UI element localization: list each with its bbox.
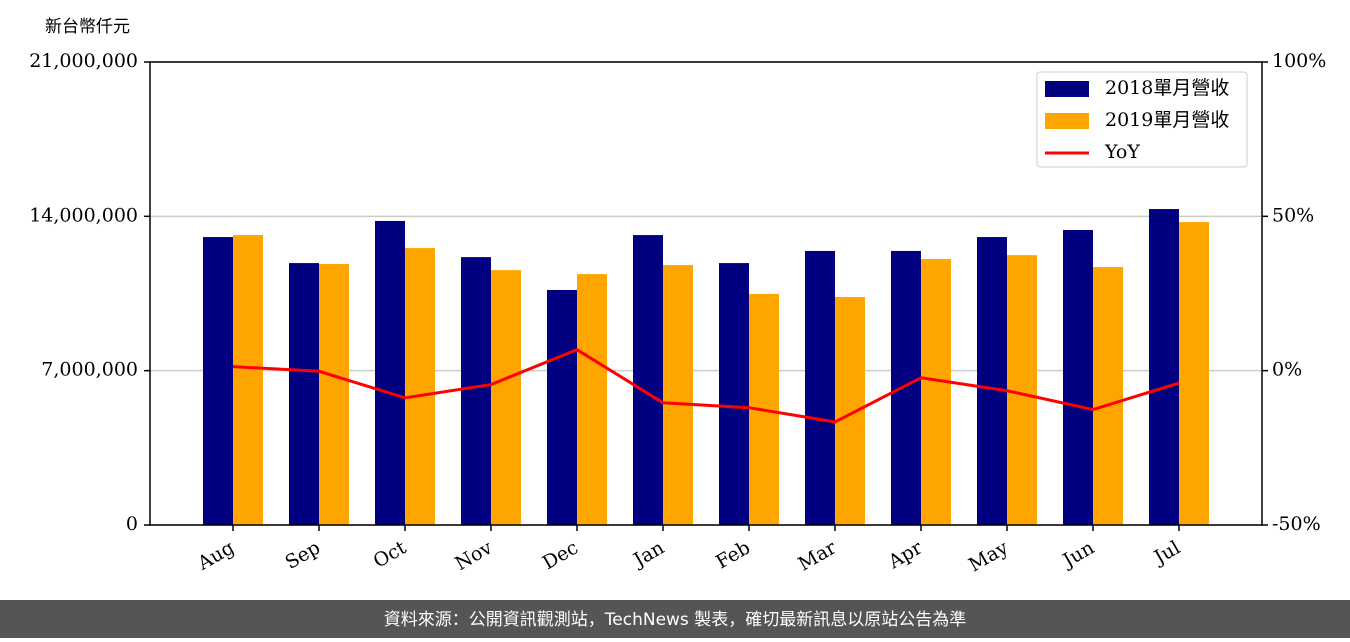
legend-swatch: [1045, 113, 1089, 129]
bar: [233, 235, 263, 526]
bar: [633, 235, 663, 526]
y-tick-label: 0: [126, 513, 138, 535]
legend-label: YoY: [1104, 141, 1140, 163]
bar: [1179, 222, 1209, 525]
bar: [203, 237, 233, 525]
y-tick-label: 7,000,000: [41, 359, 138, 381]
plot-frame: [149, 61, 1263, 526]
bar: [1007, 255, 1037, 525]
bar: [289, 263, 319, 525]
bar: [663, 265, 693, 525]
bar: [1093, 267, 1123, 525]
y-tick-label: 21,000,000: [29, 50, 138, 72]
bar: [547, 289, 577, 525]
bar: [805, 250, 835, 525]
legend-label: 2018單月營收: [1105, 77, 1229, 99]
y2-tick-label: 50%: [1272, 204, 1314, 226]
y2-tick-label: 0%: [1272, 359, 1302, 381]
bar: [405, 248, 435, 525]
footer-text: 資料來源：公開資訊觀測站，TechNews 製表，確切最新訊息以原站公告為準: [384, 610, 966, 630]
y-tick-label: 14,000,000: [29, 204, 138, 226]
bar: [461, 257, 491, 525]
legend-box: [1036, 71, 1248, 168]
legend-label: 2019單月營收: [1105, 109, 1229, 131]
bar: [1149, 209, 1179, 525]
bar: [319, 263, 349, 525]
bar: [921, 259, 951, 525]
bar: [719, 263, 749, 525]
bar: [891, 250, 921, 525]
bar: [977, 237, 1007, 525]
bar: [835, 297, 865, 525]
y2-tick-label: -50%: [1272, 513, 1321, 535]
yoy-line: [232, 348, 1180, 424]
legend-swatch: [1045, 81, 1089, 97]
bar: [491, 270, 521, 525]
footer-bar: [0, 600, 1350, 638]
y2-tick-label: 100%: [1272, 50, 1326, 72]
bar: [1063, 230, 1093, 525]
bar: [577, 274, 607, 525]
y-axis-unit: 新台幣仟元: [45, 17, 130, 37]
bar: [375, 220, 405, 526]
